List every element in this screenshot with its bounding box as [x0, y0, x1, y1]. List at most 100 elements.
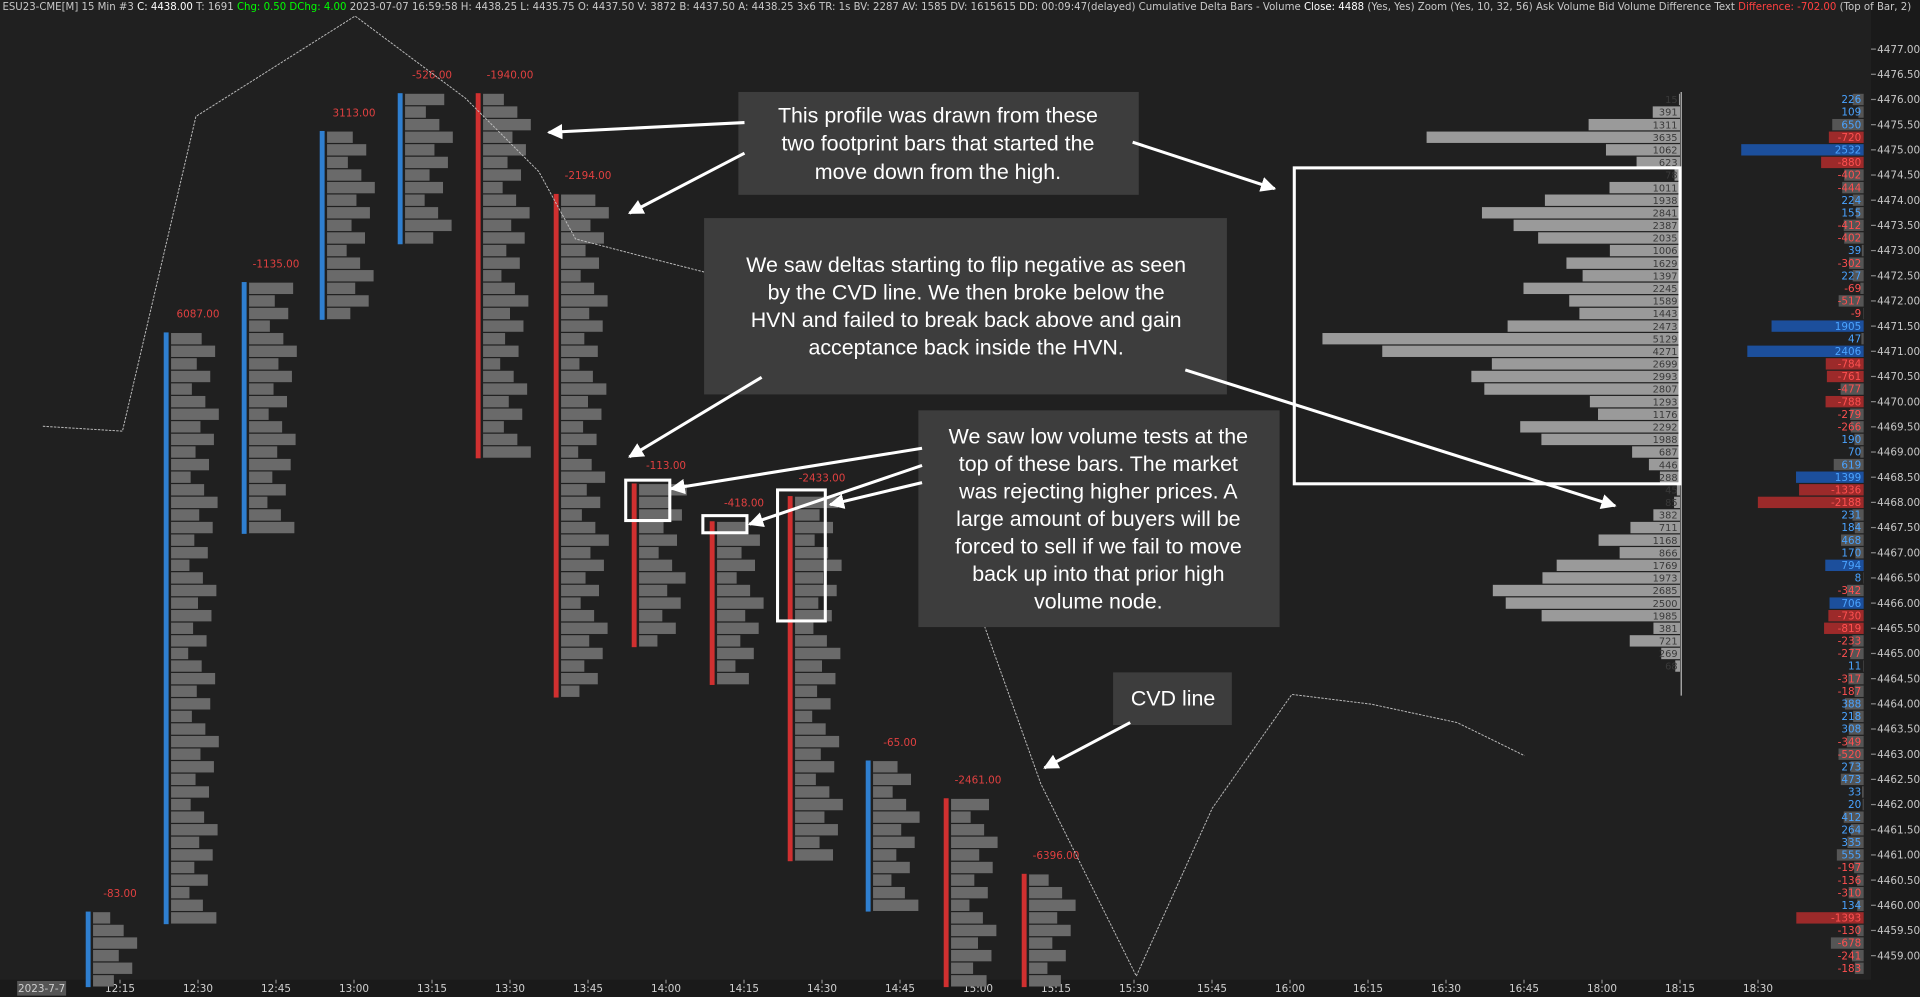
annotation-text: large amount of buyers will be: [956, 507, 1240, 531]
annotation-text: We saw low volume tests at the: [949, 424, 1248, 448]
footprint-bar: [241, 282, 247, 534]
header-close: C: 4438.00: [137, 2, 193, 13]
date-label: 2023-7-7: [18, 983, 65, 995]
difference-bar: [1829, 597, 1864, 609]
profile-value: 1006: [1653, 246, 1678, 257]
footprint-cell: [561, 194, 596, 206]
difference-bar: [1843, 219, 1864, 232]
time-label: 12:45: [261, 983, 291, 995]
price-label: 4459.50: [1877, 925, 1920, 937]
footprint-cell: [561, 320, 603, 332]
footprint-cell: [561, 685, 580, 697]
footprint-cell: [795, 660, 822, 672]
difference-value: 468: [1841, 535, 1861, 547]
difference-value: -761: [1838, 371, 1862, 383]
profile-bar: [1542, 572, 1680, 584]
difference-value: 227: [1841, 270, 1861, 282]
profile-bar: [1491, 358, 1680, 370]
header-difference: Difference: -702.00: [1738, 2, 1836, 13]
profile-bar: [1674, 496, 1680, 509]
delta-label: -83.00: [103, 888, 137, 900]
header-change: Chg: 0.50 DChg: 4.00: [237, 2, 347, 13]
footprint-cell: [171, 370, 211, 383]
footprint-cell: [873, 798, 907, 811]
difference-bar: [1828, 610, 1864, 622]
footprint-cell: [483, 383, 528, 395]
profile-bar: [1513, 219, 1680, 232]
difference-bar: [1825, 358, 1864, 370]
footprint-bar: [631, 483, 637, 648]
footprint-cell: [483, 421, 504, 433]
profile-value: 446: [1659, 460, 1678, 471]
annotation-box: [1113, 672, 1232, 726]
price-label: 4468.00: [1877, 497, 1920, 509]
footprint-cell: [171, 723, 206, 735]
difference-bar: [1854, 433, 1864, 446]
difference-bar: [1854, 685, 1864, 697]
annotation-text: volume node.: [1034, 590, 1163, 614]
profile-value: 2473: [1653, 322, 1678, 333]
difference-bar: [1857, 899, 1864, 911]
time-label: 13:45: [573, 983, 603, 995]
difference-bar: [1849, 257, 1864, 269]
footprint-cell: [483, 270, 502, 282]
profile-bar: [1609, 244, 1680, 257]
difference-bar: [1852, 509, 1864, 521]
footprint-cell: [951, 836, 998, 849]
footprint-cell: [951, 899, 970, 911]
footprint-cell: [951, 912, 983, 924]
footprint-cell: [951, 962, 974, 974]
delta-label: -526.00: [412, 69, 452, 81]
time-label: 15:45: [1197, 983, 1227, 995]
footprint-cell: [171, 395, 206, 408]
difference-bar: [1836, 849, 1864, 861]
footprint-cell: [717, 559, 756, 572]
difference-value: 39: [1848, 245, 1861, 257]
footprint-cell: [171, 798, 191, 811]
footprint-cell: [561, 647, 603, 660]
footprint-cell: [249, 496, 268, 509]
difference-value: 170: [1841, 547, 1861, 559]
difference-bar: [1850, 647, 1864, 660]
difference-bar: [1852, 635, 1864, 647]
footprint-cell: [483, 194, 517, 206]
footprint-cell: [171, 735, 219, 748]
footprint-cell: [249, 471, 273, 483]
footprint-cell: [171, 496, 218, 509]
footprint-cell: [717, 647, 754, 660]
difference-value: 155: [1841, 207, 1861, 219]
footprint-cell: [951, 937, 978, 949]
footprint-cell: [561, 433, 597, 446]
footprint-cell: [171, 887, 190, 899]
delta-label: -113.00: [646, 460, 686, 472]
footprint-cell: [327, 181, 375, 194]
difference-bar: [1856, 207, 1864, 219]
footprint-cell: [483, 446, 531, 458]
footprint-cell: [561, 421, 584, 433]
footprint-cell: [873, 786, 893, 798]
profile-bar: [1582, 270, 1680, 282]
difference-value: -136: [1838, 875, 1862, 887]
difference-value: -520: [1838, 749, 1862, 761]
difference-bar: [1861, 244, 1864, 257]
difference-value: 1399: [1835, 472, 1861, 484]
footprint-cell: [483, 333, 506, 345]
arrow: [1043, 721, 1131, 770]
difference-value: 33: [1848, 787, 1861, 799]
footprint-cell: [951, 949, 992, 962]
footprint-cell: [249, 446, 278, 458]
footprint-cell: [405, 144, 435, 156]
profile-value: 1589: [1653, 297, 1678, 308]
difference-value: -302: [1838, 258, 1862, 270]
footprint-cell: [171, 748, 201, 760]
footprint-cell: [171, 584, 217, 597]
price-label: 4475.50: [1877, 119, 1920, 131]
footprint-bar: [709, 521, 715, 685]
delta-label: -2433.00: [799, 472, 846, 484]
footprint-cell: [795, 748, 821, 760]
difference-value: -310: [1838, 887, 1862, 899]
delta-label: -65.00: [883, 737, 917, 749]
footprint-cell: [717, 534, 760, 546]
footprint-cell: [483, 169, 522, 181]
difference-bar: [1847, 584, 1864, 597]
